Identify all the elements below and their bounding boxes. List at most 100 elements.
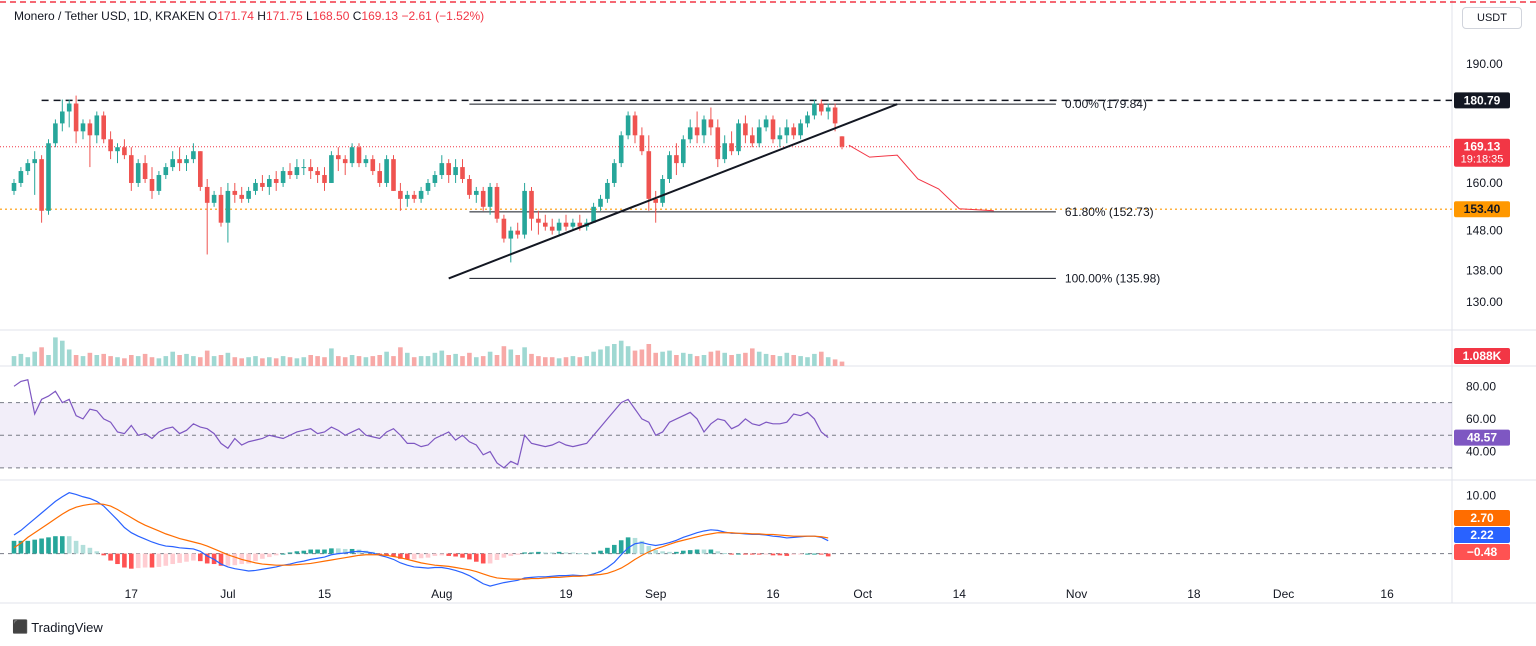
volume-bar [832, 359, 838, 366]
macd-histogram-bar [543, 552, 548, 554]
macd-histogram-bar [315, 549, 320, 554]
volume-bar [453, 353, 458, 366]
volume-bar [791, 355, 796, 366]
macd-histogram-bar [87, 547, 93, 554]
candle-body [529, 190, 534, 219]
macd-histogram-bar [536, 551, 541, 554]
volume-bar [267, 357, 272, 366]
volume-bar [660, 351, 665, 366]
candle-body [598, 198, 603, 207]
volume-bar [66, 349, 72, 366]
macd-histogram-bar [260, 553, 265, 559]
price-axis[interactable]: 190.00 160.00 148.00 138.00 130.00 180.79 169.… [1454, 57, 1510, 560]
time-tick-label: 14 [953, 587, 967, 601]
macd-histogram-bar [819, 553, 824, 555]
brand-label: TradingView [31, 619, 103, 635]
time-axis[interactable]: 17 Jul 15 Aug 19 Sep 16 Oct 14 Nov 18 Dec 16 [125, 587, 1394, 601]
macd-histogram-bar [701, 549, 707, 554]
macd-histogram-bar [681, 550, 686, 554]
volume-bar [225, 352, 231, 366]
macd-histogram-bar [791, 553, 796, 555]
candle-body [439, 163, 445, 176]
macd-histogram-bar [156, 553, 162, 567]
volume-bar [494, 355, 500, 366]
candle-body [301, 167, 307, 169]
candle-body [460, 167, 465, 179]
tradingview-logo-icon: ⬛ [12, 619, 28, 634]
candle-body [398, 190, 403, 199]
volume-bar [411, 357, 417, 366]
macd-histogram-bar [322, 549, 327, 554]
change-value: −2.61 (−1.52%) [401, 9, 485, 23]
macd-histogram-bar [108, 553, 113, 561]
candle-body [839, 136, 845, 147]
candle-body [660, 179, 665, 203]
macd-histogram-bar [763, 553, 769, 555]
macd-histogram-bar [115, 553, 120, 565]
candle-body [377, 171, 382, 183]
macd-histogram-bar [508, 553, 514, 556]
volume-bar [398, 347, 403, 366]
candle-body [736, 123, 741, 152]
macd-histogram-bar [674, 551, 679, 554]
rsi-value-label: 48.57 [1467, 431, 1497, 445]
macd-histogram-bar [391, 553, 396, 557]
candle-body [701, 119, 707, 136]
candle-body [322, 175, 327, 183]
candle-body [432, 175, 438, 183]
volume-label: 1.088K [1463, 349, 1502, 363]
candle-body [287, 171, 293, 176]
volume-bar [384, 351, 389, 366]
macd-histogram-bar [267, 553, 272, 558]
candle-body [446, 163, 451, 176]
volume-bar [784, 352, 790, 366]
candle-body [570, 222, 576, 227]
histogram-value-label: −0.48 [1467, 545, 1498, 559]
candle-body [494, 186, 500, 219]
macd-histogram-bar [246, 553, 251, 564]
time-tick-label: Oct [853, 587, 872, 601]
candle-body [798, 123, 803, 136]
volume-bar [329, 348, 334, 366]
candle-body [18, 171, 24, 183]
price-pane[interactable]: 0.00% (179.84) 61.80% (152.73) 100.00% (13… [0, 95, 1452, 286]
candle-body [756, 127, 762, 144]
currency-button[interactable]: USDT [1462, 7, 1522, 29]
volume-bar [563, 357, 569, 366]
macd-histogram-bar [60, 536, 65, 554]
volume-bar [301, 357, 307, 366]
candle-body [453, 167, 458, 176]
macd-histogram-bar [522, 552, 527, 554]
candle-body [122, 147, 127, 156]
volume-bar [591, 351, 596, 366]
candle-body [246, 190, 251, 199]
symbol-legend[interactable]: Monero / Tether USD, 1D, KRAKEN O171.74 … [14, 9, 484, 23]
macd-histogram-bar [577, 553, 583, 555]
volume-bar [584, 356, 589, 366]
candle-body [342, 159, 348, 164]
tradingview-brand[interactable]: ⬛ TradingView [12, 619, 103, 635]
volume-bar [639, 349, 645, 366]
volume-bar [605, 346, 610, 366]
macd-histogram-bar [494, 553, 500, 560]
volume-bar [46, 355, 51, 366]
candle-body [487, 186, 493, 207]
macd-histogram-bar [694, 549, 700, 554]
price-tick-label: 148.00 [1466, 224, 1503, 238]
volume-bar [681, 352, 686, 366]
volume-bar [25, 357, 31, 366]
macd-histogram-bar [398, 553, 403, 559]
volume-bar [625, 346, 631, 366]
candle-body [218, 194, 224, 223]
macd-histogram-bar [432, 553, 438, 556]
macd-histogram-bar [66, 536, 72, 554]
candle-body [563, 222, 569, 227]
price-tick-label: 190.00 [1466, 57, 1503, 71]
macd-histogram-bar [18, 540, 24, 554]
macd-histogram-bar [777, 553, 783, 556]
candle-body [253, 182, 258, 191]
volume-pane: 1.088K [11, 337, 1510, 366]
candle-body [625, 115, 631, 136]
macd-histogram-bar [756, 553, 762, 555]
